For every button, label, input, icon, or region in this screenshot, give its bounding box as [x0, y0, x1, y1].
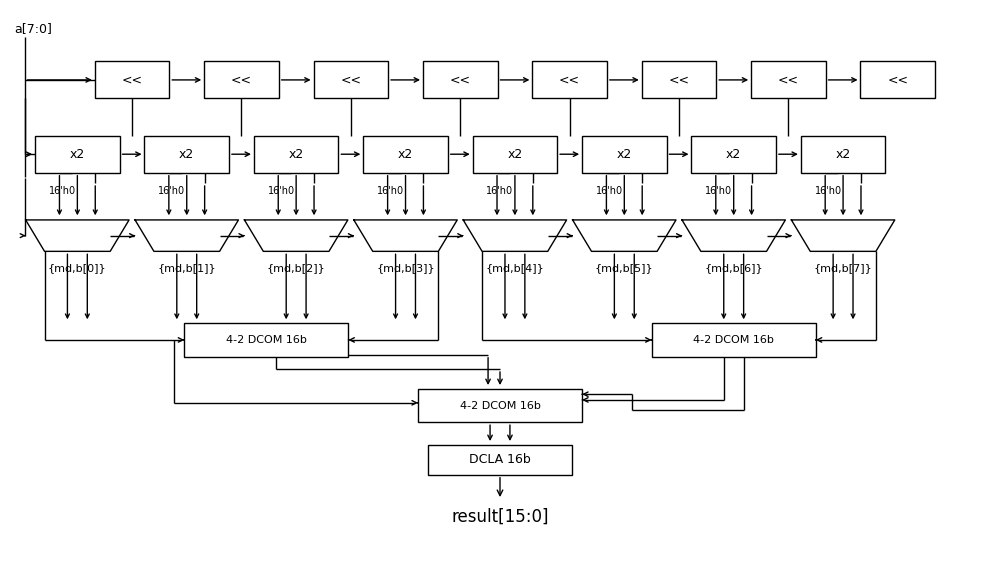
Text: <<: << — [669, 73, 690, 87]
Text: <<: << — [340, 73, 361, 87]
Polygon shape — [791, 220, 895, 252]
Text: <<: << — [450, 73, 471, 87]
Polygon shape — [573, 220, 676, 252]
Text: 16'h0: 16'h0 — [705, 186, 732, 196]
Text: 16'h0: 16'h0 — [377, 186, 404, 196]
Text: x2: x2 — [398, 148, 413, 161]
Bar — [423, 61, 498, 99]
Bar — [691, 136, 776, 173]
Text: 16'h0: 16'h0 — [596, 186, 623, 196]
Bar — [532, 61, 607, 99]
Bar — [582, 136, 667, 173]
Text: <<: << — [778, 73, 799, 87]
Polygon shape — [463, 220, 567, 252]
Text: x2: x2 — [835, 148, 851, 161]
Text: x2: x2 — [726, 148, 741, 161]
Polygon shape — [354, 220, 457, 252]
Bar — [204, 61, 279, 99]
Bar — [35, 136, 120, 173]
Text: 16'h0: 16'h0 — [486, 186, 514, 196]
Bar — [428, 445, 572, 475]
Bar — [363, 136, 448, 173]
Bar — [801, 136, 885, 173]
Bar — [751, 61, 826, 99]
Text: DCLA 16b: DCLA 16b — [469, 454, 531, 466]
Bar — [95, 61, 169, 99]
Text: x2: x2 — [289, 148, 304, 161]
Text: 16'h0: 16'h0 — [268, 186, 295, 196]
Bar — [860, 61, 935, 99]
Bar — [184, 323, 348, 357]
Text: 4-2 DCOM 16b: 4-2 DCOM 16b — [460, 400, 540, 411]
Text: {md,b[6]}: {md,b[6]} — [704, 264, 763, 273]
Text: <<: << — [122, 73, 143, 87]
Text: {md,b[0]}: {md,b[0]} — [48, 264, 107, 273]
Text: 4-2 DCOM 16b: 4-2 DCOM 16b — [226, 335, 307, 345]
Text: {md,b[1]}: {md,b[1]} — [157, 264, 216, 273]
Bar — [254, 136, 338, 173]
Bar — [652, 323, 816, 357]
Bar — [144, 136, 229, 173]
Polygon shape — [682, 220, 785, 252]
Text: {md,b[2]}: {md,b[2]} — [267, 264, 326, 273]
Text: 4-2 DCOM 16b: 4-2 DCOM 16b — [693, 335, 774, 345]
Text: {md,b[3]}: {md,b[3]} — [376, 264, 435, 273]
Bar — [642, 61, 716, 99]
Text: <<: << — [887, 73, 908, 87]
Text: 16'h0: 16'h0 — [49, 186, 76, 196]
Text: a[7:0]: a[7:0] — [15, 22, 53, 35]
Text: 16'h0: 16'h0 — [815, 186, 842, 196]
Text: x2: x2 — [617, 148, 632, 161]
Polygon shape — [244, 220, 348, 252]
Text: {md,b[7]}: {md,b[7]} — [814, 264, 872, 273]
Text: x2: x2 — [179, 148, 194, 161]
Text: {md,b[5]}: {md,b[5]} — [595, 264, 654, 273]
Polygon shape — [135, 220, 238, 252]
Bar — [314, 61, 388, 99]
Text: x2: x2 — [507, 148, 523, 161]
Text: {md,b[4]}: {md,b[4]} — [486, 264, 544, 273]
Text: <<: << — [231, 73, 252, 87]
Bar — [418, 389, 582, 422]
Text: x2: x2 — [70, 148, 85, 161]
Text: result[15:0]: result[15:0] — [451, 508, 549, 526]
Text: <<: << — [559, 73, 580, 87]
Text: 16'h0: 16'h0 — [158, 186, 185, 196]
Bar — [473, 136, 557, 173]
Polygon shape — [26, 220, 129, 252]
